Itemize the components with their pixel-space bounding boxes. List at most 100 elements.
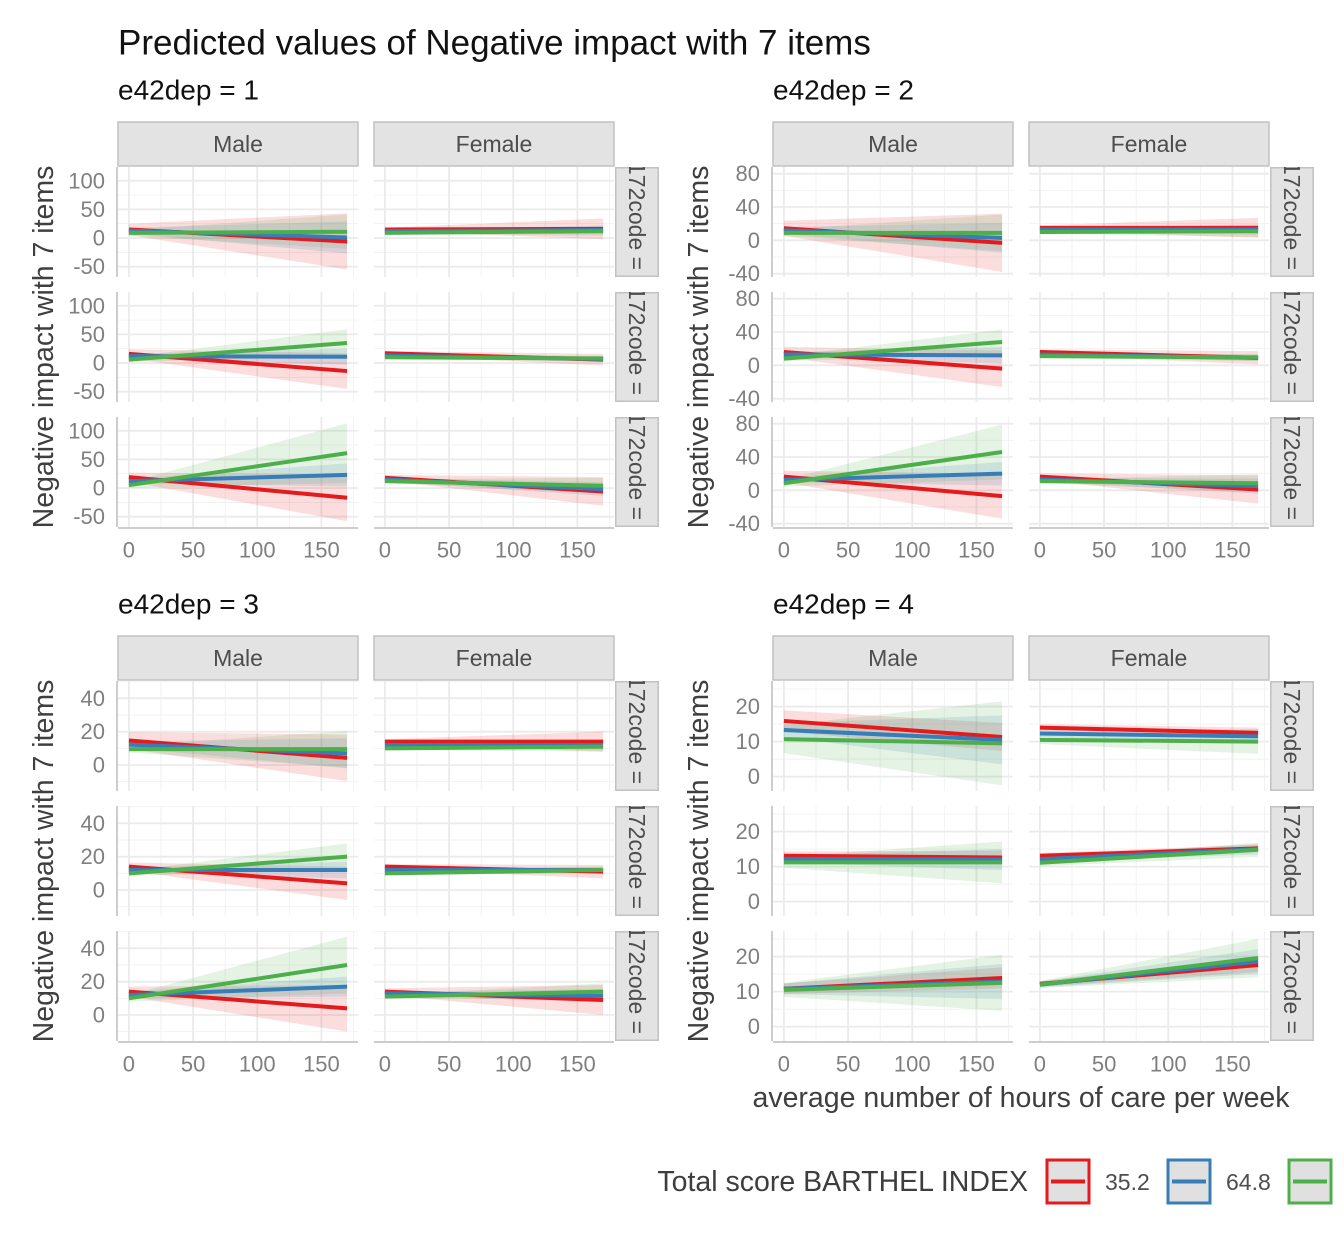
column-strip-label: Female (456, 645, 533, 671)
x-tick-label: 100 (239, 538, 276, 563)
y-tick-label: 100 (68, 168, 105, 193)
panel (1029, 931, 1269, 1041)
row-strip-label: 172code = (624, 287, 650, 395)
panel (118, 417, 358, 527)
column-strip-label: Male (213, 645, 263, 671)
facet-group-3: e42dep = 3 Negative impact with 7 items Ma… (28, 589, 659, 1077)
row-strip-background (1270, 931, 1314, 1041)
panel-background (773, 292, 1013, 402)
y-tick-label: 50 (81, 197, 105, 222)
column-strip-label: Male (868, 131, 918, 157)
panel (773, 292, 1013, 402)
x-tick-label: 0 (123, 1052, 135, 1077)
x-tick-label: 0 (379, 538, 391, 563)
group-title: e42dep = 4 (773, 589, 914, 620)
panel-background (773, 417, 1013, 527)
x-axis-title: average number of hours of care per week (752, 1082, 1290, 1114)
y-axis-title: Negative impact with 7 items (28, 680, 60, 1043)
x-tick-label: 0 (123, 538, 135, 563)
confidence-band-series-1 (783, 213, 1003, 272)
row-strip: 172code = (1270, 681, 1314, 791)
y-tick-label: 20 (736, 694, 760, 719)
row-strip-label: 172code = (1279, 412, 1305, 520)
legend-label: 35.2 (1105, 1169, 1150, 1195)
y-tick-label: 20 (81, 969, 105, 994)
row-strip-label: 172code = (1279, 287, 1305, 395)
panel-background (374, 167, 614, 277)
panel (374, 292, 614, 402)
chart-title: Predicted values of Negative impact with… (118, 24, 871, 63)
y-tick-label: 50 (81, 322, 105, 347)
panel-background (118, 417, 358, 527)
prediction-line-series-3 (783, 737, 1003, 746)
panel (773, 167, 1013, 277)
x-tick-label: 150 (1214, 538, 1251, 563)
column-strip (772, 121, 1014, 167)
column-strip (373, 635, 615, 681)
panel (374, 931, 614, 1041)
prediction-line-series-3 (783, 980, 1003, 992)
panel (118, 931, 358, 1041)
y-tick-label: 0 (748, 353, 760, 378)
panel-background (374, 681, 614, 791)
row-strip-label: 172code = (624, 162, 650, 270)
row-strip-background (1270, 681, 1314, 791)
x-tick-label: 50 (181, 538, 205, 563)
y-tick-label: 20 (736, 819, 760, 844)
prediction-line-series-3 (128, 854, 348, 876)
row-strip-label: 172code = (624, 676, 650, 784)
column-strip-label: Male (868, 645, 918, 671)
group-title: e42dep = 3 (118, 589, 259, 620)
prediction-line-series-3 (128, 963, 348, 1001)
y-tick-label: 40 (81, 686, 105, 711)
confidence-band-series-3 (783, 424, 1003, 487)
row-strip-background (615, 292, 659, 402)
x-tick-label: 100 (894, 1052, 931, 1077)
panel (1029, 806, 1269, 916)
row-strip: 172code = (615, 926, 659, 1041)
y-tick-label: 0 (93, 753, 105, 778)
x-tick-label: 150 (958, 538, 995, 563)
x-tick-label: 50 (1092, 538, 1116, 563)
row-strip: 172code = (1270, 931, 1314, 1041)
prediction-line-series-3 (384, 989, 604, 999)
x-tick-label: 0 (778, 538, 790, 563)
x-tick-label: 0 (1034, 538, 1046, 563)
row-strip-background (615, 681, 659, 791)
prediction-line-series-3 (1039, 354, 1259, 360)
panel-background (374, 806, 614, 916)
prediction-line-series-1 (1039, 725, 1259, 735)
x-tick-label: 150 (559, 538, 596, 563)
legend-label: 64.8 (1226, 1169, 1271, 1195)
y-tick-label: 10 (736, 729, 760, 754)
x-tick-label: 100 (894, 538, 931, 563)
x-tick-label: 100 (239, 1052, 276, 1077)
y-tick-label: -40 (728, 386, 760, 411)
column-strip (1028, 121, 1270, 167)
row-strip-label: 172code = (624, 926, 650, 1034)
panel (773, 417, 1013, 527)
x-tick-label: 150 (303, 1052, 340, 1077)
y-tick-label: 0 (93, 351, 105, 376)
row-strip-label: 172code = (624, 801, 650, 909)
y-tick-label: 0 (748, 889, 760, 914)
x-tick-label: 150 (958, 1052, 995, 1077)
panel-background (374, 931, 614, 1041)
y-tick-label: 0 (93, 878, 105, 903)
y-tick-label: 20 (736, 944, 760, 969)
y-tick-label: 80 (736, 411, 760, 436)
panel (374, 806, 614, 916)
prediction-line-series-1 (783, 718, 1003, 740)
panel-background (118, 681, 358, 791)
y-tick-label: 20 (81, 719, 105, 744)
y-tick-label: 0 (93, 1003, 105, 1028)
y-tick-label: 100 (68, 418, 105, 443)
column-strip (117, 121, 359, 167)
x-tick-label: 100 (1150, 1052, 1187, 1077)
y-tick-label: -50 (73, 379, 105, 404)
y-tick-label: 0 (93, 226, 105, 251)
panel (374, 417, 614, 527)
y-axis-title: Negative impact with 7 items (683, 166, 715, 529)
row-strip: 172code = (615, 417, 659, 527)
y-tick-label: 40 (736, 320, 760, 345)
